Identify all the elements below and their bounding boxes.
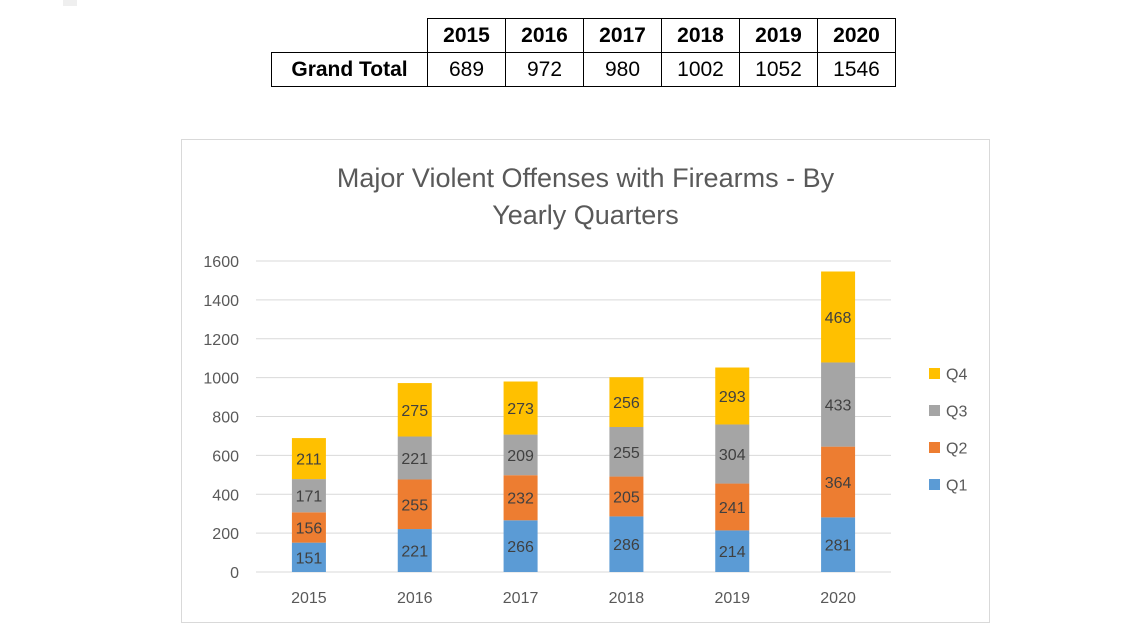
data-label: 221 (401, 451, 428, 468)
bar-segment-q3 (397, 436, 432, 480)
chart-frame: Major Violent Offenses with Firearms - B… (181, 139, 990, 623)
data-label: 364 (825, 475, 852, 492)
bar-segment-q1 (715, 530, 750, 572)
table-year-header: 2016 (505, 18, 584, 53)
bar-segment-q2 (715, 483, 750, 531)
bar-segment-q4 (503, 381, 538, 435)
bar-segment-q3 (609, 426, 644, 477)
y-tick-label: 0 (230, 565, 239, 582)
data-label: 286 (613, 537, 640, 554)
table-row-header: Grand Total (271, 52, 428, 87)
x-tick-label: 2018 (609, 590, 645, 607)
table-cell: 1052 (739, 52, 818, 87)
bar-segment-q2 (291, 512, 326, 543)
bar-segment-q3 (291, 479, 326, 513)
y-tick-label: 600 (212, 448, 239, 465)
legend-swatch-q2 (929, 442, 940, 453)
x-tick-label: 2015 (291, 590, 327, 607)
data-label: 205 (613, 489, 640, 506)
chart-title: Major Violent Offenses with Firearms - B… (182, 160, 989, 234)
x-tick-label: 2019 (714, 590, 750, 607)
chart-title-line1: Major Violent Offenses with Firearms - B… (336, 163, 835, 193)
data-label: 171 (296, 489, 323, 506)
table-year-header: 2019 (739, 18, 818, 53)
summary-table: 2015 2016 2017 2018 2019 2020 Grand Tota… (271, 18, 896, 87)
data-label: 304 (719, 447, 746, 464)
data-label: 468 (825, 310, 852, 327)
table-year-header: 2018 (661, 18, 740, 53)
table-year-header: 2020 (817, 18, 896, 53)
table-row: Grand Total 689 972 980 1002 1052 1546 (271, 52, 896, 87)
table-cell: 689 (427, 52, 506, 87)
legend-swatch-q1 (929, 479, 940, 490)
bar-segment-q2 (503, 475, 538, 521)
data-label: 293 (719, 389, 746, 406)
table-cell: 1546 (817, 52, 896, 87)
bar-segment-q1 (503, 520, 538, 572)
data-label: 214 (719, 544, 746, 561)
y-tick-label: 1400 (203, 293, 239, 310)
table-cell: 1002 (661, 52, 740, 87)
data-label: 232 (507, 491, 534, 508)
bar-segment-q4 (609, 377, 644, 427)
bar-segment-q1 (821, 517, 856, 572)
bar-segment-q2 (397, 479, 432, 530)
legend-label: Q1 (946, 478, 967, 495)
table-cell: 972 (505, 52, 584, 87)
table-cell: 980 (583, 52, 662, 87)
bar-segment-q4 (291, 438, 326, 480)
data-label: 281 (825, 538, 852, 555)
table-year-header: 2015 (427, 18, 506, 53)
data-label: 221 (401, 544, 428, 561)
data-label: 209 (507, 448, 534, 465)
bar-segment-q4 (715, 367, 750, 425)
bar-segment-q4 (397, 383, 432, 437)
table-year-header: 2017 (583, 18, 662, 53)
data-label: 273 (507, 401, 534, 418)
legend-label: Q4 (946, 367, 967, 384)
table-corner-cell (271, 18, 428, 53)
y-tick-label: 200 (212, 526, 239, 543)
x-tick-label: 2017 (503, 590, 539, 607)
bar-segment-q2 (821, 446, 856, 518)
data-label: 151 (296, 550, 323, 567)
chart-title-line2: Yearly Quarters (492, 200, 679, 230)
bar-segment-q2 (609, 476, 644, 517)
bar-segment-q3 (503, 434, 538, 476)
data-label: 266 (507, 539, 534, 556)
y-tick-label: 1000 (203, 371, 239, 388)
legend-label: Q2 (946, 441, 967, 458)
data-label: 156 (296, 520, 323, 537)
x-tick-label: 2016 (397, 590, 433, 607)
data-label: 256 (613, 395, 640, 412)
data-label: 255 (401, 497, 428, 514)
y-tick-label: 800 (212, 410, 239, 427)
corner-mark (63, 0, 77, 6)
y-tick-label: 1200 (203, 332, 239, 349)
x-tick-label: 2020 (820, 590, 856, 607)
bar-segment-q3 (715, 424, 750, 484)
bar-segment-q1 (609, 516, 644, 572)
data-label: 211 (296, 452, 322, 469)
stacked-bar-chart: 0 200 400 600 800 1000 1200 1400 1600 151 156 171 21… (203, 254, 967, 607)
legend-swatch-q3 (929, 405, 940, 416)
bar-segment-q4 (821, 271, 856, 363)
legend-swatch-q4 (929, 368, 940, 379)
y-tick-label: 1600 (203, 254, 239, 271)
data-label: 433 (825, 398, 852, 415)
data-label: 275 (401, 403, 428, 420)
bar-segment-q3 (821, 362, 856, 447)
y-tick-label: 400 (212, 487, 239, 504)
data-label: 255 (613, 445, 640, 462)
table-header-row: 2015 2016 2017 2018 2019 2020 (271, 18, 896, 53)
bar-segment-q1 (397, 529, 432, 572)
legend-label: Q3 (946, 404, 967, 421)
data-label: 241 (719, 500, 746, 517)
bar-segment-q1 (291, 542, 326, 572)
